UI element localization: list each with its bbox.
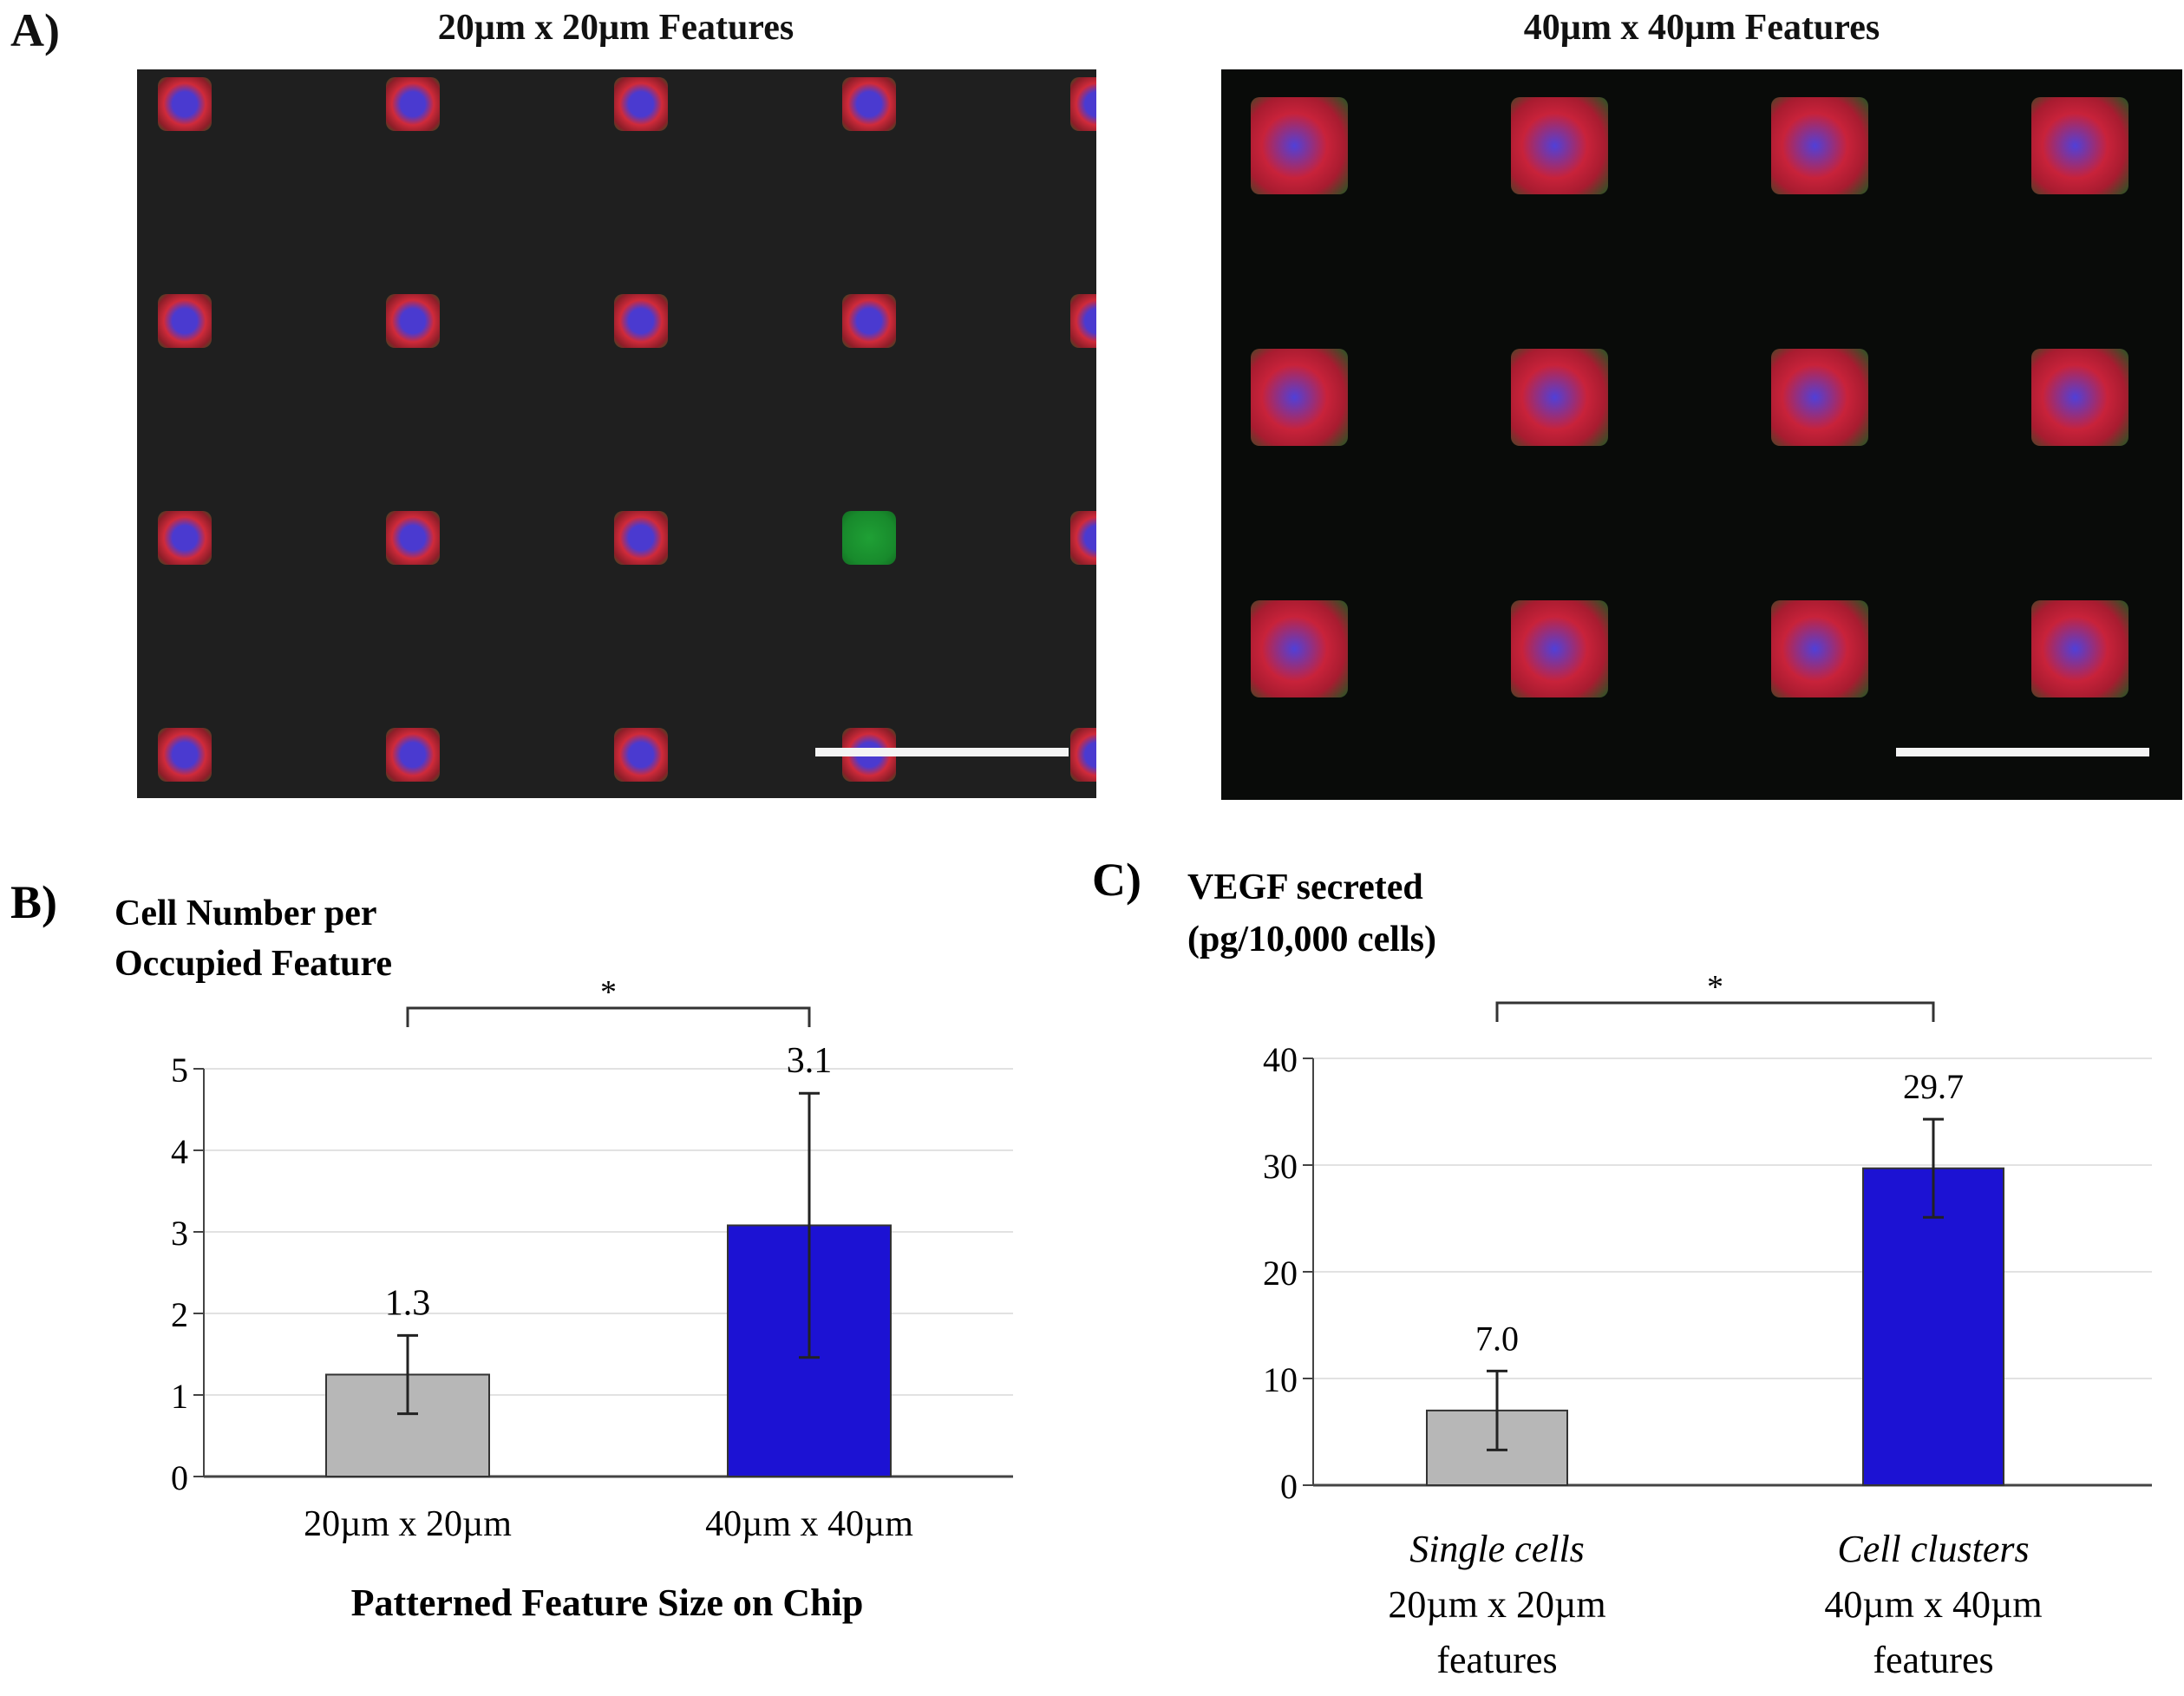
- patterned-feature: [614, 511, 668, 565]
- y-tick-label: 3: [171, 1214, 188, 1253]
- y-tick-label: 40: [1263, 1040, 1298, 1079]
- patterned-feature: [1771, 97, 1868, 194]
- x-tick-label: features: [1436, 1639, 1557, 1681]
- patterned-feature: [1251, 600, 1348, 697]
- chart-b-title-line-1: Cell Number per: [114, 894, 377, 933]
- x-tick-label: Single cells: [1409, 1528, 1585, 1570]
- patterned-feature: [1511, 600, 1608, 697]
- patterned-feature: [1070, 728, 1096, 782]
- patterned-feature: [842, 77, 896, 131]
- data-label: 1.3: [385, 1283, 431, 1323]
- significance-marker: *: [600, 974, 617, 1011]
- y-tick-label: 20: [1263, 1254, 1298, 1293]
- bar: [325, 1373, 490, 1477]
- patterned-feature: [2031, 600, 2128, 697]
- bar: [1862, 1167, 2004, 1486]
- scale-bar: [815, 748, 1069, 756]
- panel-b-label: B): [10, 876, 57, 928]
- data-label: 3.1: [787, 1041, 833, 1081]
- data-label: 29.7: [1903, 1067, 1964, 1106]
- patterned-feature: [386, 77, 440, 131]
- patterned-feature: [158, 511, 212, 565]
- y-tick-label: 10: [1263, 1360, 1298, 1399]
- patterned-feature: [1070, 294, 1096, 348]
- significance-bracket: [1495, 1001, 1935, 1022]
- patterned-feature: [386, 728, 440, 782]
- patterned-feature: [158, 77, 212, 131]
- micrograph-40um: [1221, 69, 2182, 800]
- patterned-feature: [614, 77, 668, 131]
- patterned-feature: [386, 294, 440, 348]
- chart-b-title-line-2: Occupied Feature: [114, 944, 392, 984]
- chart-c-title-line-1: VEGF secreted: [1187, 868, 1423, 907]
- scale-bar: [1896, 748, 2149, 756]
- significance-marker: *: [1707, 969, 1723, 1005]
- patterned-feature: [1771, 349, 1868, 446]
- panel-a-label: A): [10, 4, 60, 56]
- y-tick-label: 5: [171, 1051, 188, 1090]
- x-tick-label: 20µm x 20µm: [304, 1504, 512, 1544]
- y-tick-label: 1: [171, 1377, 188, 1416]
- x-tick-label: 40µm x 40µm: [1824, 1583, 2042, 1626]
- micrograph-20um: [137, 69, 1096, 798]
- chart-c-title-line-2: (pg/10,000 cells): [1187, 920, 1436, 959]
- patterned-feature: [386, 511, 440, 565]
- patterned-feature: [614, 294, 668, 348]
- patterned-feature: [1251, 349, 1348, 446]
- x-tick-label: Cell clusters: [1837, 1528, 2029, 1570]
- significance-bracket: [406, 1006, 811, 1027]
- right-image-title: 40µm x 40µm Features: [1523, 8, 1880, 48]
- y-tick-label: 30: [1263, 1147, 1298, 1186]
- y-tick-label: 0: [171, 1458, 188, 1497]
- patterned-feature: [1771, 600, 1868, 697]
- y-tick-label: 4: [171, 1132, 188, 1171]
- patterned-feature: [842, 511, 896, 565]
- patterned-feature: [158, 728, 212, 782]
- patterned-feature: [1511, 349, 1608, 446]
- patterned-feature: [614, 728, 668, 782]
- patterned-feature: [1070, 511, 1096, 565]
- patterned-feature: [1511, 97, 1608, 194]
- y-tick-label: 0: [1280, 1467, 1298, 1506]
- x-tick-label: features: [1873, 1639, 1993, 1681]
- data-label: 7.0: [1475, 1319, 1519, 1358]
- left-image-title: 20µm x 20µm Features: [437, 8, 794, 48]
- patterned-feature: [2031, 97, 2128, 194]
- chart-b: B) Cell Number per Occupied Feature 0 1 2 3…: [10, 876, 1013, 1624]
- chart-c: C) VEGF secreted (pg/10,000 cells) 0 10 20…: [1092, 854, 2152, 1681]
- chart-b-x-axis-label: Patterned Feature Size on Chip: [351, 1581, 864, 1624]
- patterned-feature: [2031, 349, 2128, 446]
- patterned-feature: [1070, 77, 1096, 131]
- patterned-feature: [158, 294, 212, 348]
- patterned-feature: [1251, 97, 1348, 194]
- x-tick-label: 40µm x 40µm: [705, 1504, 913, 1544]
- x-tick-label: 20µm x 20µm: [1388, 1583, 1605, 1626]
- panel-c-label: C): [1092, 854, 1141, 906]
- y-tick-label: 2: [171, 1295, 188, 1334]
- patterned-feature: [842, 294, 896, 348]
